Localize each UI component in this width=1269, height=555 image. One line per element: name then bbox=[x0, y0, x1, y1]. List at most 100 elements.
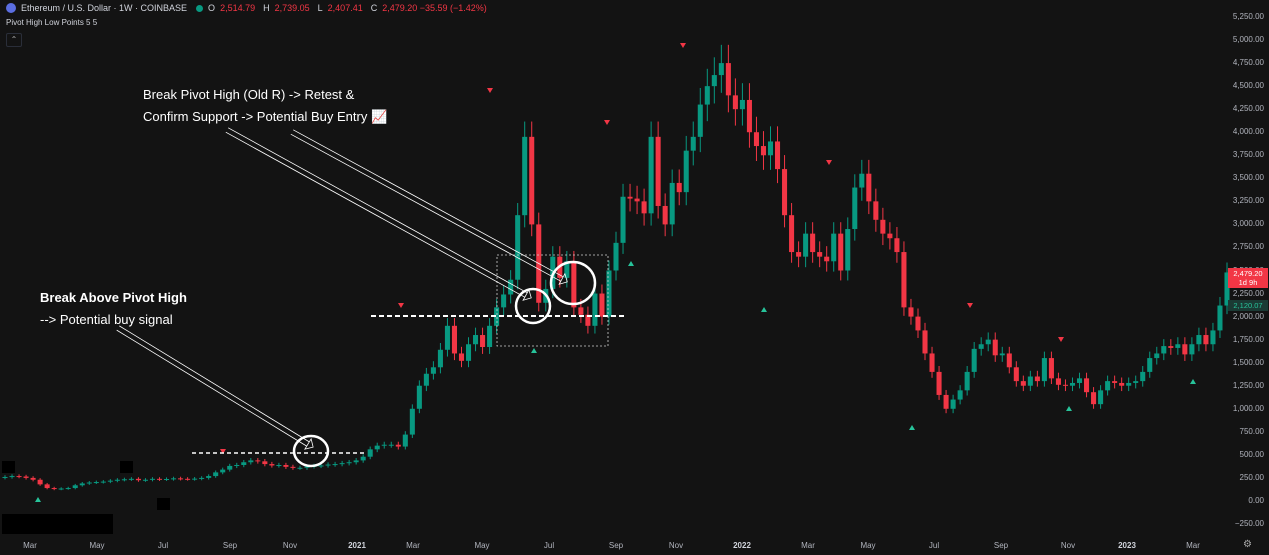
close-value: 2,479.20 −35.59 (−1.42%) bbox=[382, 3, 487, 13]
candle-body bbox=[901, 252, 907, 308]
candle-body bbox=[1140, 371, 1146, 382]
candle-body bbox=[985, 339, 991, 345]
symbol-label[interactable]: Ethereum / U.S. Dollar · 1W · COINBASE bbox=[21, 3, 188, 13]
candle-body bbox=[613, 242, 619, 271]
candle-body bbox=[2, 476, 8, 478]
candle-body bbox=[838, 233, 844, 271]
candle-body bbox=[992, 339, 998, 356]
redaction-block bbox=[157, 498, 170, 510]
arrow-head bbox=[304, 437, 314, 450]
arrow-head bbox=[522, 288, 532, 301]
candle-body bbox=[803, 233, 809, 257]
arrow-line bbox=[293, 129, 564, 278]
arrow-head bbox=[558, 272, 568, 285]
pivot-low-marker bbox=[1190, 379, 1196, 384]
arrow-line bbox=[119, 325, 310, 443]
arrow-line bbox=[116, 329, 307, 447]
pivot-high-marker bbox=[1058, 337, 1064, 342]
candle-body bbox=[107, 480, 113, 482]
price-tick-label: 750.00 bbox=[1239, 426, 1264, 436]
candle-body bbox=[213, 472, 219, 477]
pivot-high-marker bbox=[604, 120, 610, 125]
time-tick-label: Mar bbox=[801, 541, 815, 550]
candle-body bbox=[409, 408, 415, 435]
candle-body bbox=[922, 330, 928, 354]
redaction-block bbox=[2, 461, 15, 473]
candle-body bbox=[739, 99, 745, 110]
time-tick-label: Sep bbox=[993, 541, 1009, 550]
candle-body bbox=[1119, 382, 1125, 386]
candle-body bbox=[360, 456, 366, 461]
time-tick-label: Mar bbox=[406, 541, 420, 550]
candle-body bbox=[915, 316, 921, 331]
redaction-block bbox=[120, 461, 133, 473]
time-tick-label: 2022 bbox=[733, 541, 751, 550]
candle-body bbox=[648, 136, 654, 214]
low-value: 2,407.41 bbox=[327, 3, 363, 13]
candle-body bbox=[164, 479, 170, 481]
candle-body bbox=[522, 136, 528, 216]
candle-body bbox=[971, 348, 977, 372]
candle-body bbox=[845, 229, 851, 271]
chevron-up-icon[interactable]: ⌃ bbox=[6, 33, 22, 47]
candle-body bbox=[978, 344, 984, 349]
last-price-countdown: 1d 9h bbox=[1238, 278, 1258, 287]
candle-body bbox=[290, 466, 296, 468]
candle-body bbox=[1112, 381, 1118, 383]
candle-body bbox=[100, 481, 106, 483]
candle-body bbox=[627, 196, 633, 199]
chart-header: Ethereum / U.S. Dollar · 1W · COINBASE O… bbox=[6, 3, 490, 13]
candle-body bbox=[1189, 344, 1195, 355]
time-tick-label: 2023 bbox=[1118, 541, 1136, 550]
candle-body bbox=[606, 270, 612, 317]
price-tick-label: 1,500.00 bbox=[1232, 357, 1264, 367]
price-tick-label: 5,000.00 bbox=[1232, 35, 1264, 45]
highlight-circle bbox=[549, 260, 597, 306]
candle-body bbox=[634, 198, 640, 202]
candle-body bbox=[1182, 344, 1188, 355]
candle-body bbox=[339, 463, 345, 465]
candle-body bbox=[950, 399, 956, 409]
price-tick-label: 2,750.00 bbox=[1232, 242, 1264, 252]
candle-body bbox=[255, 460, 261, 462]
candle-body bbox=[817, 252, 823, 257]
candle-body bbox=[58, 488, 64, 490]
gear-icon[interactable]: ⚙ bbox=[1243, 539, 1252, 550]
price-tick-label: 3,250.00 bbox=[1232, 196, 1264, 206]
candle-body bbox=[1105, 381, 1111, 391]
candle-body bbox=[775, 141, 781, 170]
candle-body bbox=[704, 86, 710, 105]
arrow-line bbox=[290, 133, 561, 282]
price-tick-label: 0.00 bbox=[1248, 495, 1264, 505]
annotation-break-above-sub: --> Potential buy signal bbox=[40, 312, 173, 327]
highlight-circle bbox=[514, 287, 552, 325]
time-tick-label: Nov bbox=[282, 541, 298, 550]
price-tick-label: 4,250.00 bbox=[1232, 104, 1264, 114]
annotation-break-pivot-line2: Confirm Support -> Potential Buy Entry 📈 bbox=[143, 109, 388, 124]
candle-body bbox=[458, 353, 465, 361]
candle-body bbox=[248, 460, 254, 463]
pivot-high-marker bbox=[680, 43, 686, 48]
price-tick-label: 3,750.00 bbox=[1232, 150, 1264, 160]
candle-body bbox=[662, 205, 668, 225]
time-tick-label: Jul bbox=[157, 541, 169, 550]
candle-body bbox=[866, 173, 872, 202]
close-label: C bbox=[370, 3, 378, 13]
candle-body bbox=[142, 479, 148, 481]
candle-body bbox=[1224, 272, 1230, 306]
pivot-high-marker bbox=[826, 160, 832, 165]
candle-body bbox=[620, 196, 626, 243]
candle-body bbox=[746, 99, 752, 133]
price-tick-label: 3,500.00 bbox=[1232, 173, 1264, 183]
candle-body bbox=[185, 478, 191, 480]
high-value: 2,739.05 bbox=[274, 3, 310, 13]
candle-body bbox=[936, 371, 942, 395]
candle-body bbox=[515, 215, 521, 280]
indicator-label[interactable]: Pivot High Low Points 5 5 bbox=[6, 18, 98, 27]
annotation-break-pivot-line1: Break Pivot High (Old R) -> Retest & bbox=[143, 87, 355, 102]
candle-body bbox=[121, 479, 127, 481]
candle-body bbox=[655, 136, 661, 206]
candle-body bbox=[1013, 367, 1019, 382]
candle-body bbox=[199, 477, 205, 479]
